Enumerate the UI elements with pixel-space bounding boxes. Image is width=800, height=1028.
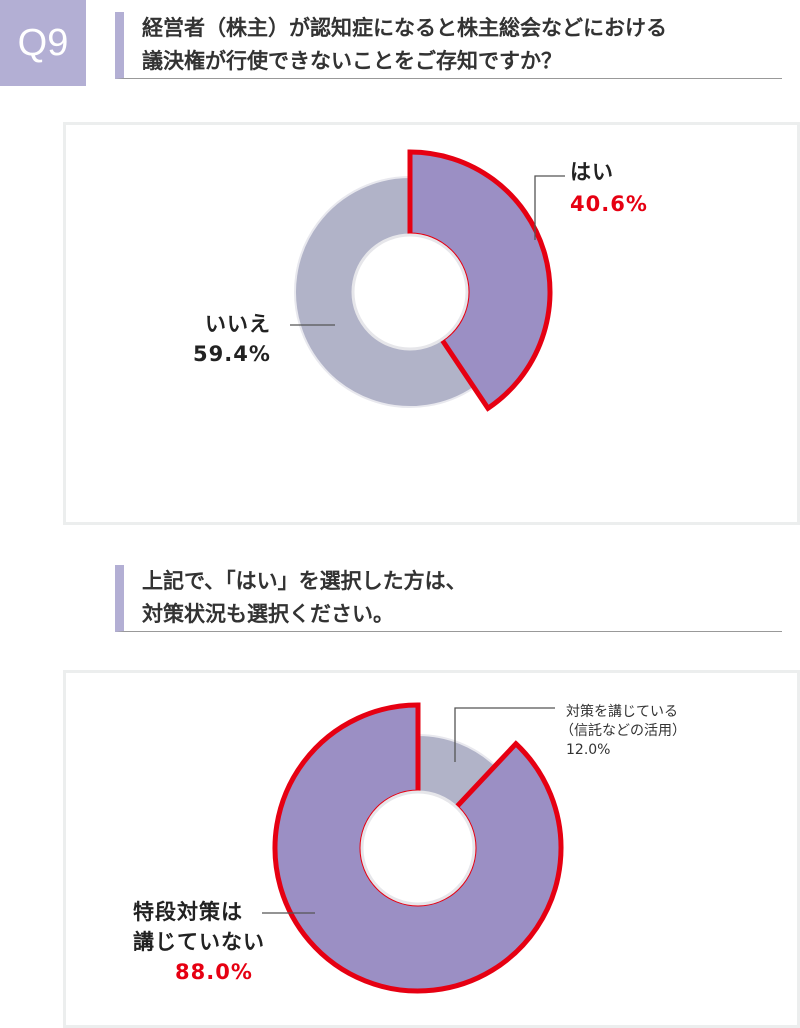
leader-line: [534, 175, 565, 240]
question-heading: 経営者（株主）が認知症になると株主総会などにおける 議決権が行使できないことをご…: [115, 12, 782, 79]
question-line: 経営者（株主）が認知症になると株主総会などにおける: [142, 16, 667, 40]
leader-line: [454, 707, 555, 762]
label-no-measures-sub: 講じていない: [133, 930, 265, 954]
value-no: 59.4%: [193, 342, 271, 366]
question-line: 上記で、「はい」を選択した方は、: [142, 569, 467, 593]
label-measures-sub: （信託などの活用）: [560, 723, 686, 739]
donut-hole: [360, 790, 476, 906]
label-measures: 対策を講じている: [566, 704, 678, 720]
donut-hole: [351, 233, 469, 351]
value-yes: 40.6%: [570, 192, 648, 216]
sub-question-heading: 上記で、「はい」を選択した方は、 対策状況も選択ください。: [115, 565, 782, 632]
label-yes: はい: [570, 160, 614, 184]
question-line: 議決権が行使できないことをご存知ですか？: [142, 49, 562, 73]
label-no: いいえ: [205, 312, 271, 336]
question-line: 対策状況も選択ください。: [142, 602, 394, 626]
label-no-measures: 特段対策は: [133, 900, 243, 924]
value-no-measures: 88.0%: [175, 960, 253, 984]
question-badge: Q9: [0, 0, 86, 86]
value-measures: 12.0%: [566, 742, 611, 758]
